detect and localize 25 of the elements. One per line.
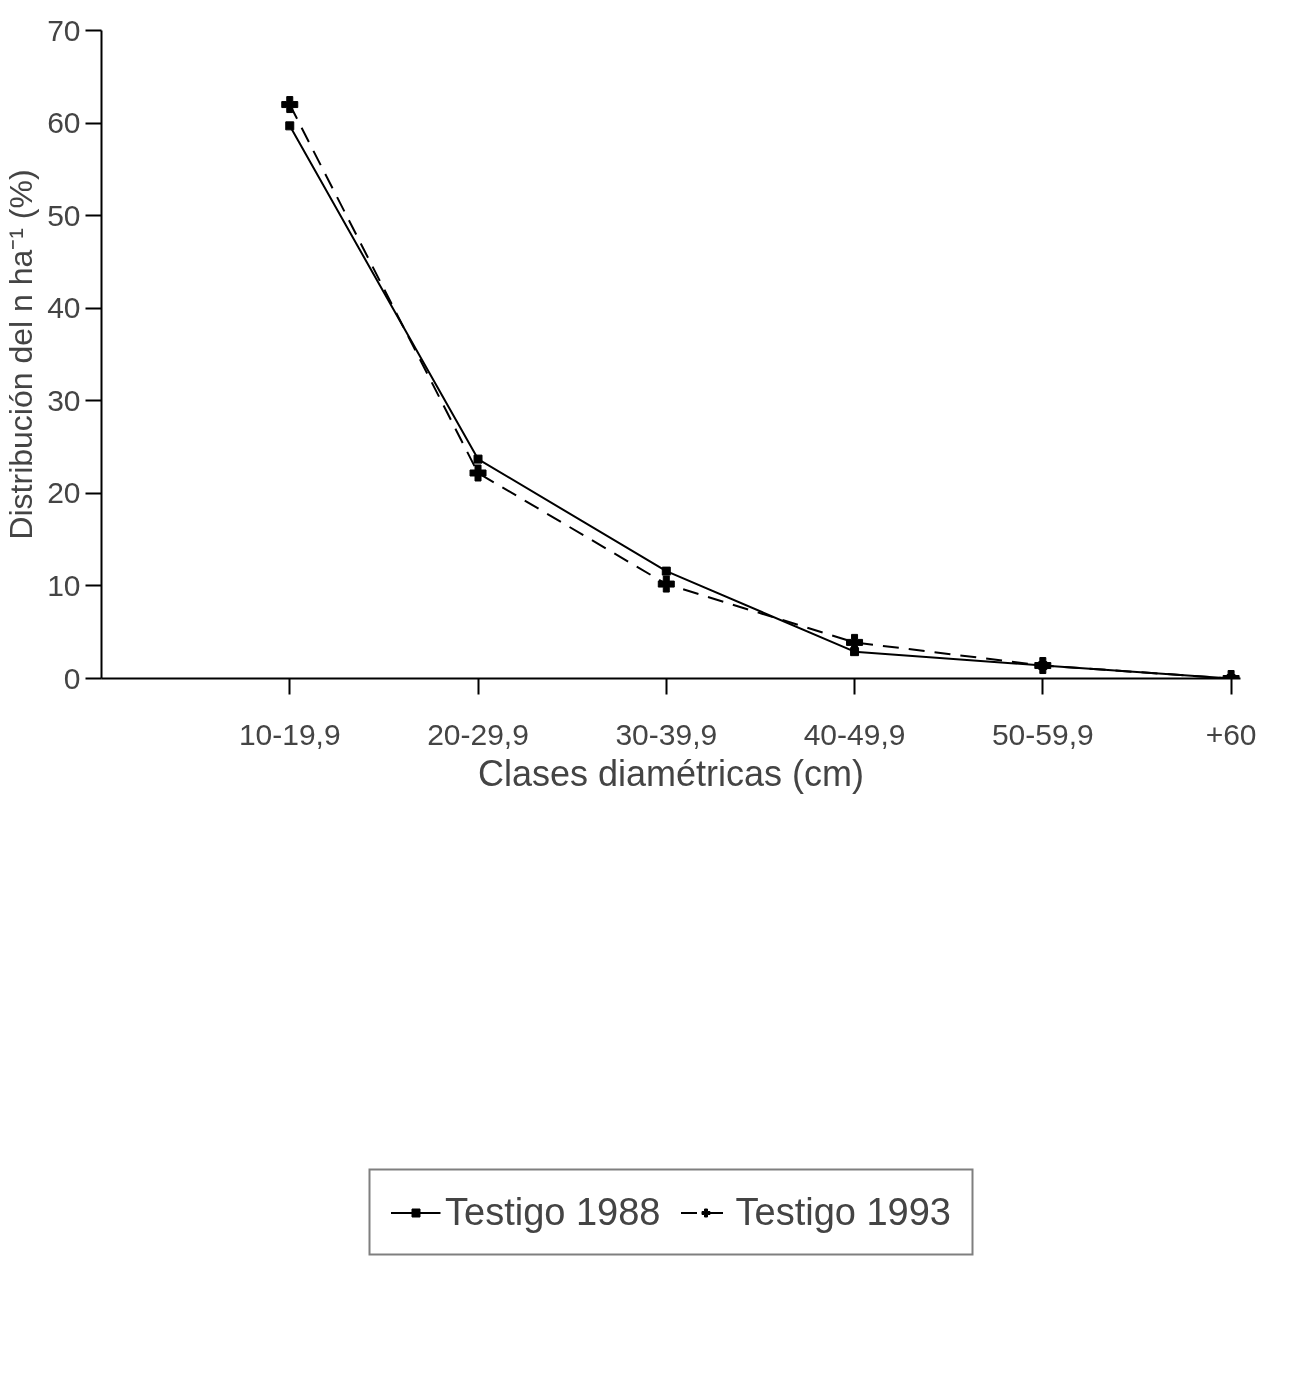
point	[850, 647, 860, 657]
point	[657, 575, 675, 593]
legend-label: Testigo 1993	[735, 1190, 951, 1234]
y-tick-label: 30	[47, 383, 81, 417]
y-tick-label: 70	[47, 13, 81, 47]
y-tick-label: 20	[47, 476, 81, 510]
point	[281, 96, 299, 114]
point	[661, 566, 671, 576]
y-tick-label: 50	[47, 198, 81, 232]
point	[285, 121, 295, 131]
y-tick-label: 60	[47, 106, 81, 140]
y-tick-label: 0	[63, 661, 81, 695]
x-tick-label: 10-19,9	[238, 717, 341, 751]
y-tick-label: 40	[47, 291, 81, 325]
y-axis-title: Distribución del n ha⁻¹ (%)	[3, 169, 40, 540]
point	[473, 454, 483, 464]
legend-label: Testigo 1988	[445, 1190, 661, 1234]
x-tick-label: 20-29,9	[427, 717, 529, 751]
point	[469, 464, 487, 482]
x-tick-label: +60	[1205, 717, 1257, 751]
x-tick-label: 50-59,9	[991, 717, 1094, 751]
x-tick-label: 40-49,9	[803, 717, 906, 751]
y-tick-label: 10	[47, 568, 81, 602]
x-tick-label: 30-39,9	[615, 717, 718, 751]
x-axis-title: Clases diamétricas (cm)	[477, 752, 865, 794]
